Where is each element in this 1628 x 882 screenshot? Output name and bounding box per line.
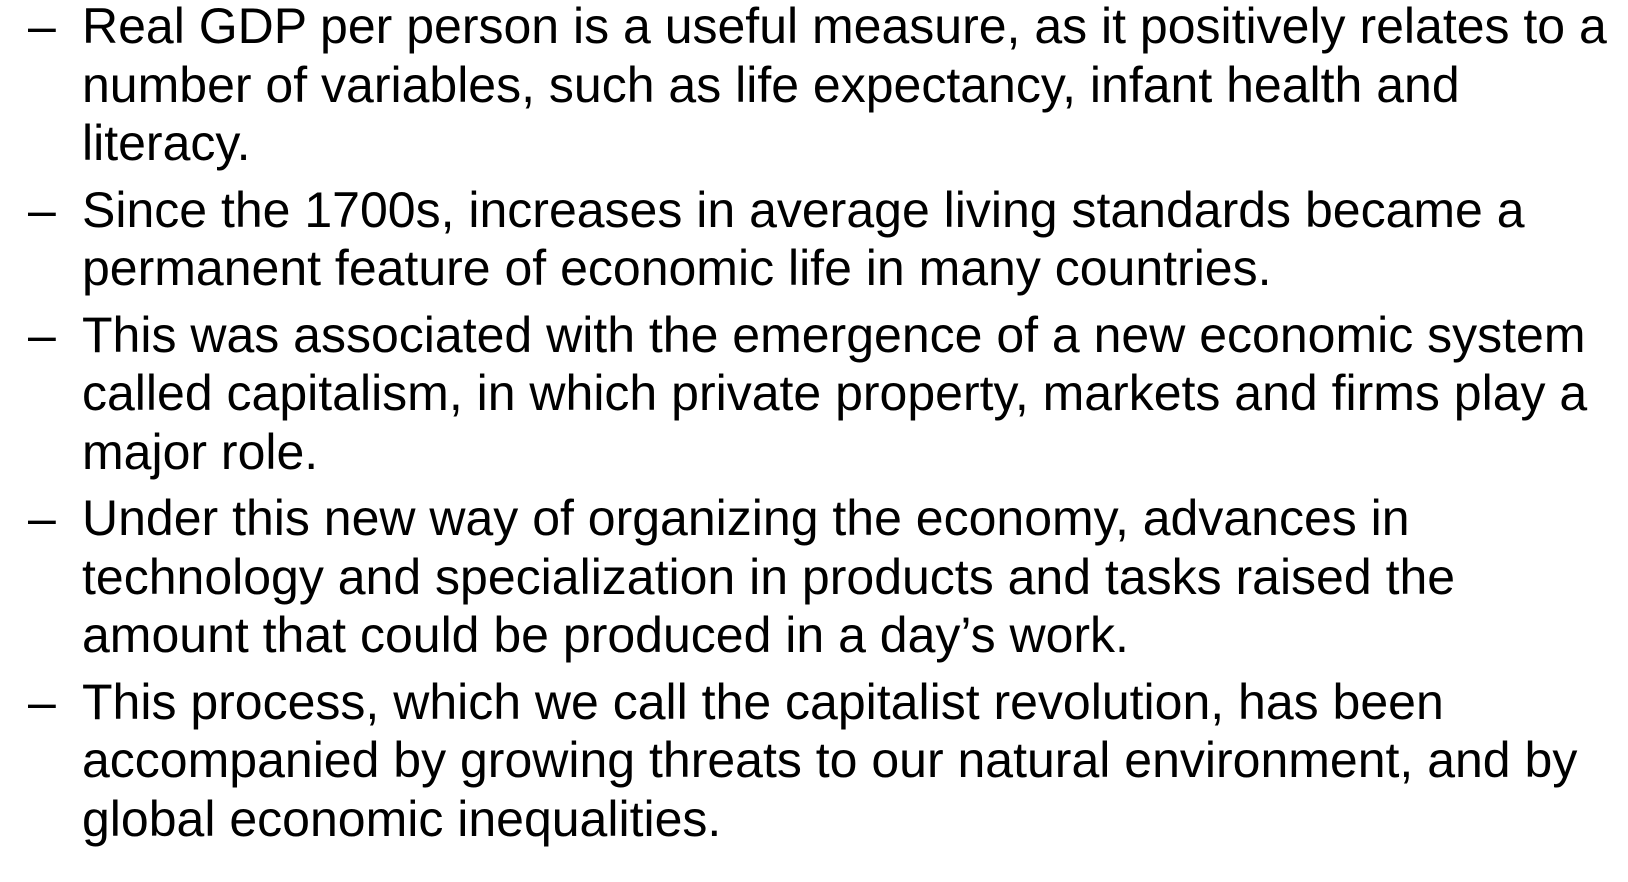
dash-bullet-icon: [28, 0, 68, 56]
dash-bullet-icon: [28, 489, 68, 548]
bullet-line: This process, which we call the capitali…: [82, 673, 1444, 730]
bullet-line: global economic inequalities.: [82, 790, 722, 847]
dash-bullet-icon: [28, 181, 68, 240]
bullet-line: permanent feature of economic life in ma…: [82, 240, 1272, 296]
bullet-line: number of variables, such as life expect…: [82, 56, 1460, 113]
bullet-item-capitalist-revolution: This process, which we call the capitali…: [0, 673, 1628, 849]
bullet-item-technology: Under this new way of organizing the eco…: [0, 489, 1628, 665]
bullet-line: Under this new way of organizing the eco…: [82, 490, 1410, 546]
bullet-item-gdp-measure: Real GDP per person is a useful measure,…: [0, 0, 1628, 173]
dash-bullet-icon: [28, 673, 68, 732]
bullet-line: technology and specialization in product…: [82, 548, 1456, 605]
bullet-line: called capitalism, in which private prop…: [82, 365, 1588, 421]
bullet-line: amount that could be produced in a day’s…: [82, 607, 1129, 663]
bullet-line: accompanied by growing threats to our na…: [82, 732, 1578, 788]
dash-bullet-icon: [28, 306, 68, 365]
bullet-line: Real GDP per person is a useful measure,…: [82, 0, 1607, 54]
bullet-line: literacy.: [82, 115, 251, 171]
bullet-list: Real GDP per person is a useful measure,…: [0, 0, 1628, 848]
bullet-line: major role.: [82, 423, 319, 480]
bullet-item-capitalism: This was associated with the emergence o…: [0, 306, 1628, 482]
bullet-line: Since the 1700s, increases in average li…: [82, 181, 1525, 238]
bullet-item-living-standards: Since the 1700s, increases in average li…: [0, 181, 1628, 298]
bullet-line: This was associated with the emergence o…: [82, 306, 1586, 363]
